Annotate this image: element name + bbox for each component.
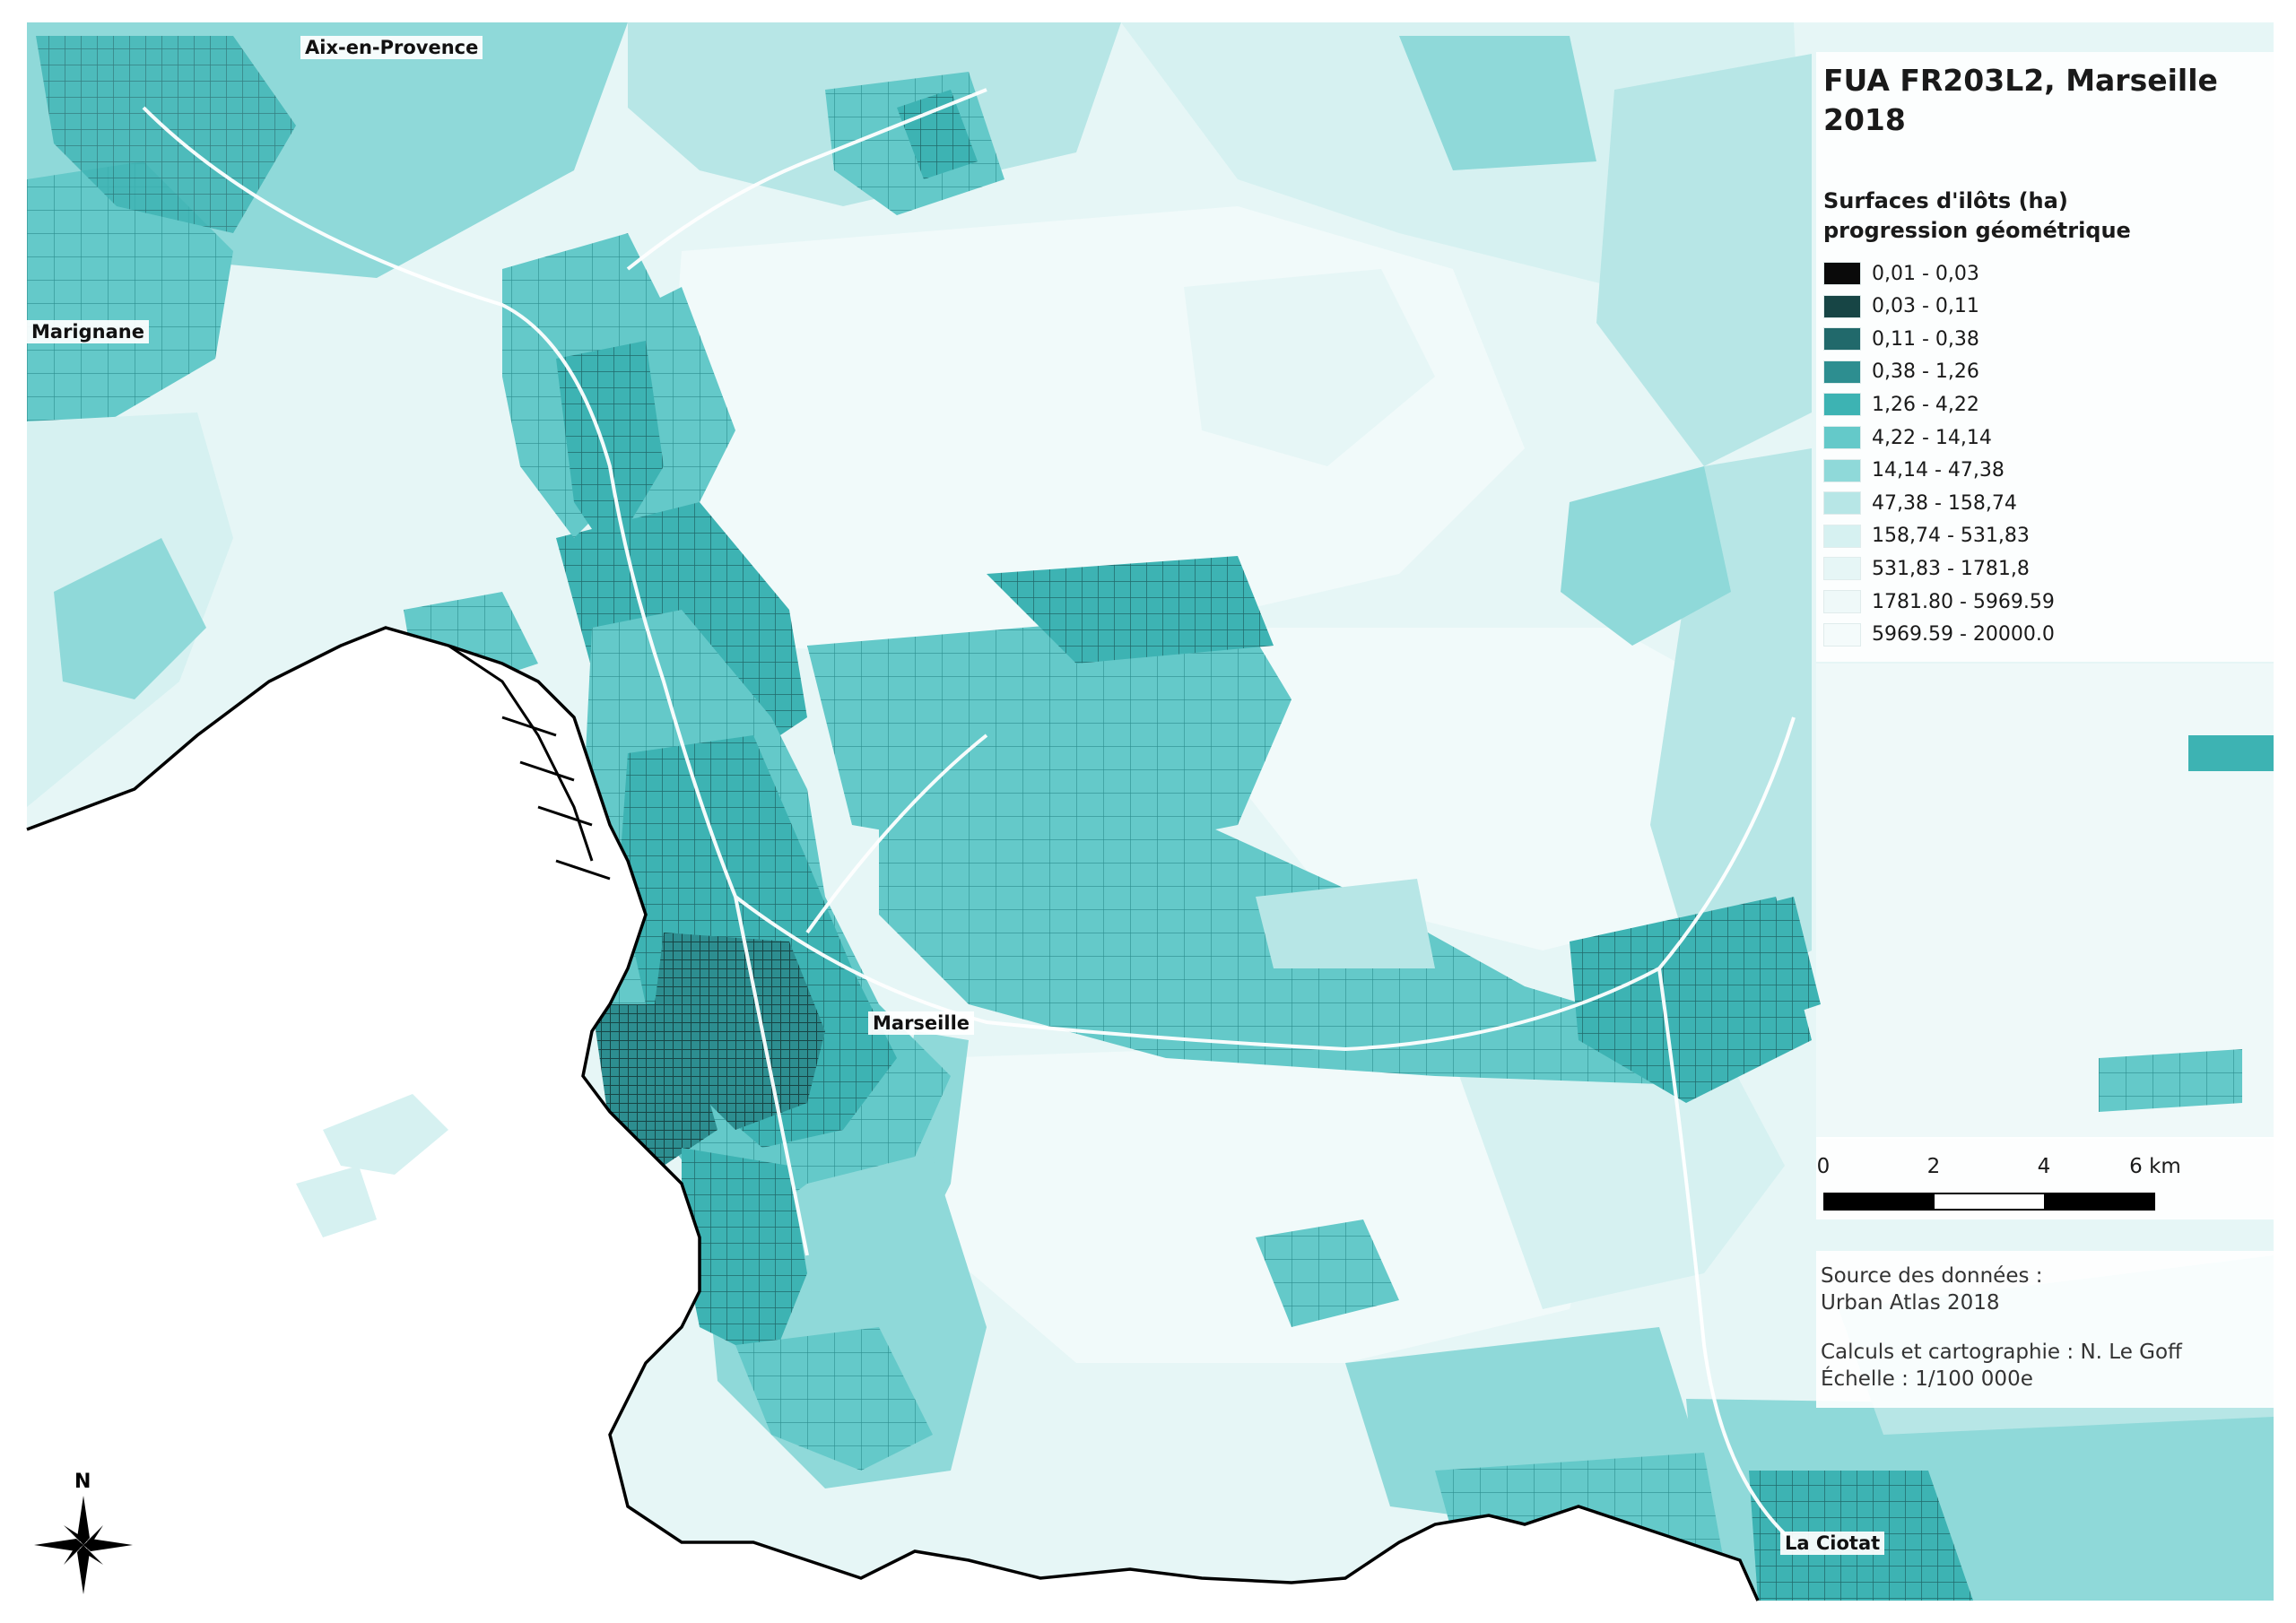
legend-item: 158,74 - 531,83	[1823, 524, 2030, 549]
place-label-aix: Aix-en-Provence	[300, 36, 483, 59]
credit-scale: Échelle : 1/100 000e	[1821, 1367, 2033, 1391]
legend-swatch	[1823, 327, 1861, 352]
north-label: N	[74, 1471, 91, 1493]
coastline	[26, 626, 1760, 1601]
port-jetties	[448, 644, 611, 881]
legend-swatch	[1823, 524, 1861, 548]
legend-swatch	[1823, 557, 1861, 581]
credits-panel	[1816, 1251, 2274, 1408]
credit-author: Calculs et cartographie : N. Le Goff	[1821, 1341, 2182, 1364]
legend-item: 0,38 - 1,26	[1823, 360, 1979, 385]
legend-title-line1: Surfaces d'ilôts (ha)	[1823, 188, 2068, 213]
legend-label: 5969.59 - 20000.0	[1872, 623, 2055, 647]
legend-panel	[1816, 52, 2274, 662]
legend-item: 1781.80 - 5969.59	[1823, 589, 2055, 614]
legend-label: 531,83 - 1781,8	[1872, 557, 2030, 580]
legend-swatch	[1823, 590, 1861, 613]
legend-label: 1781.80 - 5969.59	[1872, 590, 2055, 613]
place-label-marseille: Marseille	[868, 1011, 975, 1035]
legend-item: 0,03 - 0,11	[1823, 294, 1979, 319]
scale-label-6km: 6 km	[2129, 1155, 2181, 1178]
roads	[142, 88, 1796, 1544]
legend-item: 1,26 - 4,22	[1823, 392, 1979, 417]
legend-swatch	[1823, 262, 1861, 285]
north-arrow	[34, 1496, 133, 1594]
scale-bar	[1823, 1193, 2155, 1211]
legend-item: 5969.59 - 20000.0	[1823, 622, 2055, 647]
legend-item: 0,01 - 0,03	[1823, 261, 1979, 286]
legend-swatch	[1823, 360, 1861, 384]
legend-label: 0,03 - 0,11	[1872, 295, 1979, 318]
credit-source: Urban Atlas 2018	[1821, 1291, 2000, 1315]
legend-label: 14,14 - 47,38	[1872, 459, 2005, 482]
legend-item: 0,11 - 0,38	[1823, 326, 1979, 352]
legend-label: 1,26 - 4,22	[1872, 393, 1979, 416]
legend-label: 47,38 - 158,74	[1872, 491, 2017, 515]
scale-segment-black	[2044, 1194, 2153, 1209]
legend-swatch	[1823, 426, 1861, 449]
legend-swatch	[1823, 458, 1861, 482]
scale-label-0: 0	[1816, 1155, 1831, 1178]
legend-swatch	[1823, 622, 1861, 647]
credit-source-label: Source des données :	[1821, 1264, 2043, 1288]
legend-swatch	[1823, 393, 1861, 417]
map-title: FUA FR203L2, Marseille 2018	[1823, 61, 2218, 140]
islands	[296, 1094, 448, 1237]
legend-item: 47,38 - 158,74	[1823, 490, 2017, 516]
legend-title: Surfaces d'ilôts (ha) progression géomét…	[1823, 187, 2131, 246]
scale-label-2: 2	[1926, 1155, 1941, 1178]
legend-label: 158,74 - 531,83	[1872, 525, 2030, 548]
legend-item: 14,14 - 47,38	[1823, 458, 2005, 483]
legend-item: 4,22 - 14,14	[1823, 425, 1992, 450]
legend-label: 4,22 - 14,14	[1872, 426, 1992, 449]
sea-area	[27, 628, 1758, 1601]
legend-item: 531,83 - 1781,8	[1823, 556, 2030, 581]
scale-segment-white	[1935, 1194, 2044, 1209]
legend-swatch	[1823, 294, 1861, 318]
scale-segment-black	[1825, 1194, 1935, 1209]
map-year: 2018	[1823, 102, 1906, 137]
land-patches	[27, 22, 2274, 1601]
scale-label-4: 4	[2037, 1155, 2051, 1178]
legend-swatch	[1823, 491, 1861, 516]
place-label-la-ciotat: La Ciotat	[1780, 1532, 1885, 1555]
map-title-line: FUA FR203L2, Marseille	[1823, 63, 2218, 98]
legend-label: 0,11 - 0,38	[1872, 327, 1979, 351]
legend-title-line2: progression géométrique	[1823, 218, 2131, 243]
legend-label: 0,38 - 1,26	[1872, 360, 1979, 384]
place-label-marignane: Marignane	[27, 320, 149, 343]
legend-label: 0,01 - 0,03	[1872, 262, 1979, 285]
